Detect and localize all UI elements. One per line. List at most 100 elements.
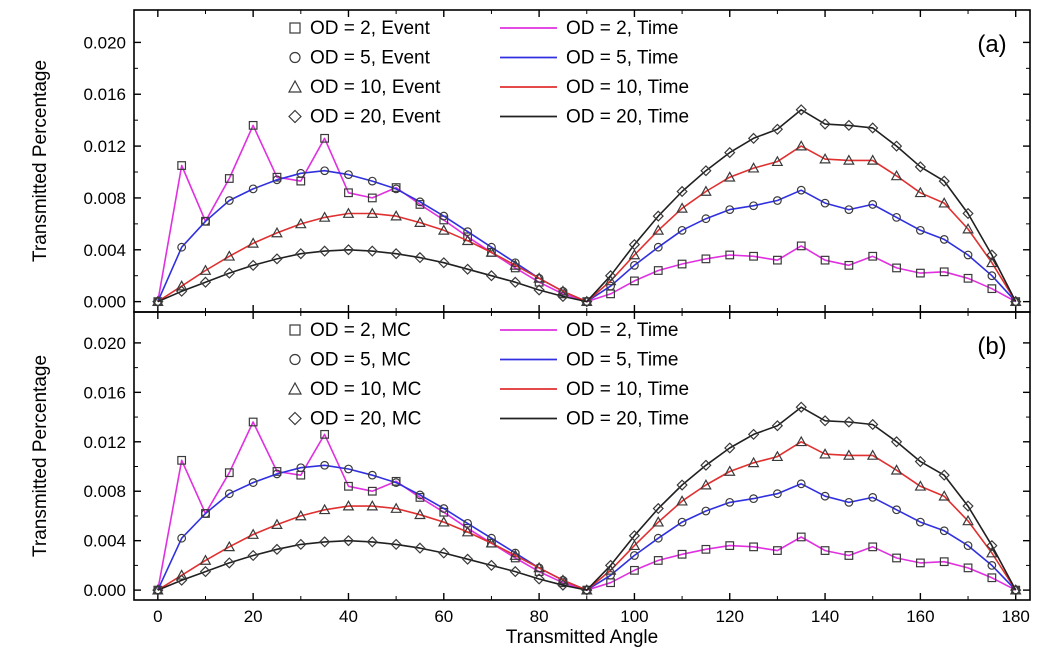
square-marker	[963, 273, 973, 283]
x-tick-label: 40	[339, 607, 358, 626]
circle-marker	[987, 560, 997, 570]
circle-marker	[796, 185, 806, 195]
legend-line-label: OD = 2, Time	[566, 18, 678, 39]
square-marker	[915, 558, 925, 568]
diamond-marker	[152, 295, 164, 308]
triangle-marker	[890, 464, 903, 475]
circle-marker	[939, 235, 949, 244]
triangle-marker	[414, 508, 426, 520]
legend-line-label: OD = 5, Time	[566, 48, 678, 69]
circle-marker	[224, 196, 234, 205]
legend-square-icon	[289, 324, 301, 336]
circle-marker	[320, 460, 330, 470]
square-marker	[868, 542, 878, 552]
circle-marker	[296, 463, 306, 473]
triangle-marker	[366, 207, 379, 218]
diamond-marker	[604, 559, 617, 572]
circle-marker	[344, 464, 353, 474]
diamond-marker	[438, 257, 450, 269]
diamond-marker	[652, 210, 664, 222]
circle-marker	[224, 489, 234, 499]
diamond-marker	[676, 479, 688, 491]
circle-marker	[868, 493, 878, 502]
triangle-marker	[604, 564, 617, 575]
triangle-marker	[294, 217, 307, 229]
triangle-marker	[294, 509, 307, 521]
triangle-marker	[1009, 295, 1022, 307]
triangle-marker	[986, 256, 998, 268]
triangle-marker	[199, 264, 212, 275]
triangle-marker	[938, 490, 951, 501]
square-marker	[344, 188, 353, 198]
legend: OD = 2, Event OD = 2, Time OD = 5, Event OD…	[287, 18, 689, 128]
circle-marker	[844, 497, 854, 507]
triangle-marker	[437, 516, 450, 527]
circle-marker	[630, 551, 639, 560]
triangle-marker	[414, 216, 426, 227]
triangle-marker	[747, 162, 760, 173]
circle-marker	[820, 491, 830, 501]
square-marker	[820, 546, 830, 555]
legend-marker-label: OD = 5, Event	[310, 48, 431, 69]
diamond-marker	[1010, 295, 1022, 308]
circle-marker	[915, 225, 925, 235]
triangle-marker	[390, 502, 402, 513]
x-tick-label: 20	[244, 607, 263, 626]
circle-marker	[939, 526, 949, 536]
triangle-marker	[509, 549, 522, 560]
square-marker	[987, 284, 997, 294]
triangle-marker	[819, 448, 831, 459]
diamond-marker	[247, 259, 259, 271]
square-marker	[224, 468, 234, 478]
square-marker	[677, 259, 687, 269]
triangle-marker	[700, 479, 712, 490]
circle-marker	[725, 497, 735, 507]
square-marker	[844, 551, 854, 560]
triangle-marker	[771, 450, 784, 462]
diamond-marker	[962, 500, 974, 512]
square-marker	[915, 268, 925, 278]
square-marker	[939, 267, 949, 277]
square-marker	[248, 120, 258, 130]
diamond-marker	[938, 175, 950, 187]
legend-line-label: OD = 2, Time	[566, 320, 678, 341]
square-marker	[749, 542, 758, 552]
circle-marker	[296, 168, 306, 178]
y-axis-title: Transmitted Percentage	[30, 355, 51, 557]
diamond-marker	[986, 249, 998, 261]
circle-marker	[653, 242, 663, 252]
circle-marker	[272, 175, 282, 185]
square-marker	[892, 553, 901, 563]
diamond-marker	[152, 584, 164, 596]
circle-marker	[963, 541, 973, 551]
diamond-marker	[581, 584, 593, 596]
triangle-marker	[700, 185, 712, 196]
diamond-marker	[366, 245, 378, 257]
triangle-marker	[390, 210, 402, 221]
circle-marker	[677, 225, 687, 235]
triangle-marker	[509, 259, 522, 270]
y-tick-label: 0.016	[83, 383, 126, 402]
circle-marker	[320, 166, 330, 176]
legend-line-label: OD = 5, Time	[566, 350, 678, 371]
square-marker	[796, 532, 806, 542]
square-marker	[939, 557, 949, 567]
legend-line-label: OD = 10, Time	[566, 77, 689, 98]
square-marker	[987, 573, 997, 583]
legend: OD = 2, MC OD = 2, Time OD = 5, MC OD = 5, …	[287, 320, 689, 430]
x-tick-label: 160	[906, 607, 934, 626]
series-line-od-10	[157, 441, 1017, 591]
circle-marker	[391, 478, 401, 487]
diamond-marker	[342, 535, 355, 547]
panel-label: (a)	[977, 31, 1006, 58]
circle-marker	[773, 489, 782, 499]
triangle-marker	[866, 449, 879, 460]
diamond-marker	[724, 146, 736, 159]
triangle-marker	[795, 140, 808, 151]
circle-marker	[725, 205, 735, 215]
legend-marker-label: OD = 10, MC	[310, 379, 421, 400]
diamond-marker	[342, 244, 355, 256]
triangle-marker	[962, 223, 974, 234]
triangle-marker	[795, 435, 808, 447]
